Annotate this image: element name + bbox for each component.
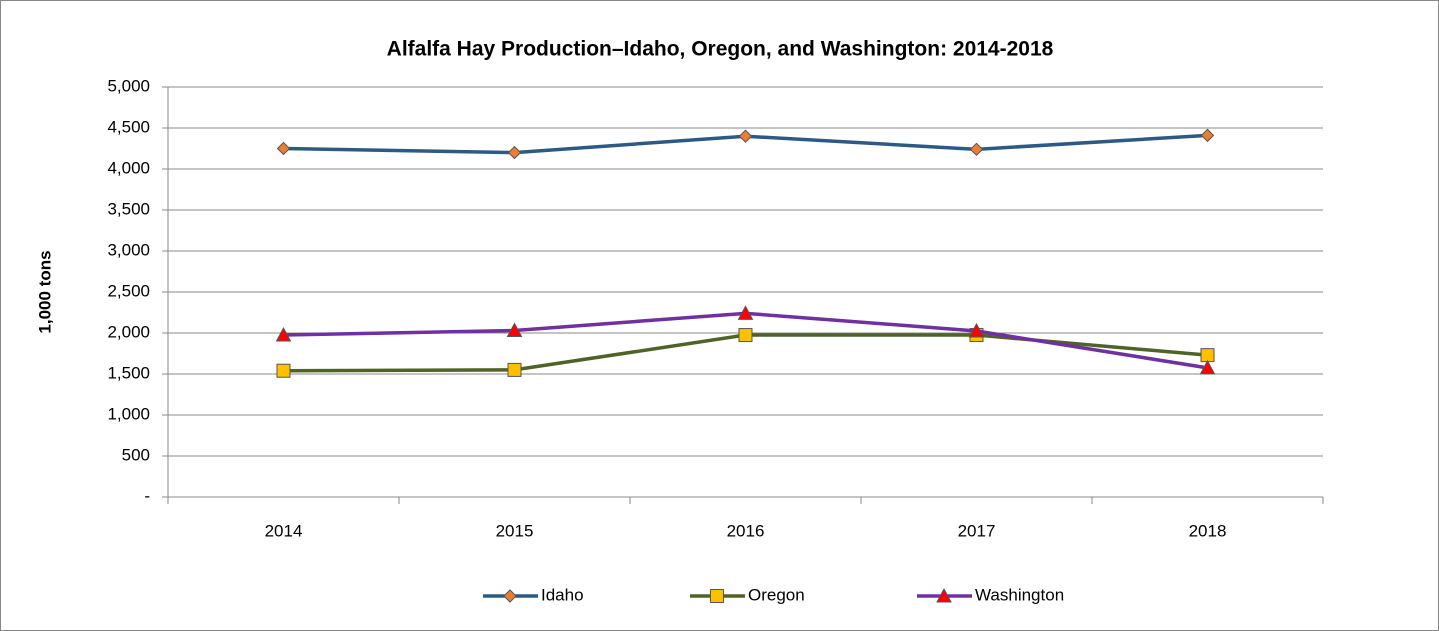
- y-tick-label: 1,500: [107, 363, 150, 382]
- y-tick-label: 1,000: [107, 404, 150, 423]
- y-tick-label: 2,000: [107, 322, 150, 341]
- data-point: [507, 145, 522, 160]
- data-point: [968, 322, 985, 338]
- data-point: [969, 142, 984, 157]
- data-point: [276, 141, 291, 156]
- data-point: [507, 362, 522, 377]
- legend-label: Idaho: [541, 585, 584, 604]
- data-point: [738, 129, 753, 143]
- legend-label: Oregon: [748, 585, 805, 604]
- y-tick-label: 2,500: [107, 281, 150, 300]
- data-point: [276, 363, 291, 378]
- y-tick-label: 500: [122, 445, 150, 464]
- data-point: [738, 328, 753, 343]
- legend-marker: [936, 587, 952, 603]
- y-tick-label: 4,000: [107, 158, 150, 177]
- data-point: [1200, 348, 1215, 363]
- data-point: [506, 322, 523, 338]
- data-point: [275, 326, 292, 342]
- x-tick-label: 2018: [1189, 521, 1227, 540]
- data-point: [737, 305, 754, 320]
- x-tick-label: 2014: [265, 521, 303, 540]
- x-tick-label: 2015: [496, 521, 534, 540]
- data-point: [1199, 359, 1216, 375]
- x-tick-label: 2017: [958, 521, 996, 540]
- x-tick-label: 2016: [727, 521, 765, 540]
- legend-marker: [503, 589, 517, 603]
- legend-marker: [710, 589, 724, 603]
- y-axis-label: 1,000 tons: [35, 250, 54, 333]
- chart-title: Alfalfa Hay Production–Idaho, Oregon, an…: [387, 38, 1054, 61]
- y-tick-label: -: [144, 486, 150, 505]
- data-point: [1200, 128, 1215, 143]
- legend-label: Washington: [975, 585, 1064, 604]
- y-tick-label: 3,500: [107, 199, 150, 218]
- y-tick-label: 4,500: [107, 117, 150, 136]
- y-tick-label: 3,000: [107, 240, 150, 259]
- y-tick-label: 5,000: [107, 76, 150, 95]
